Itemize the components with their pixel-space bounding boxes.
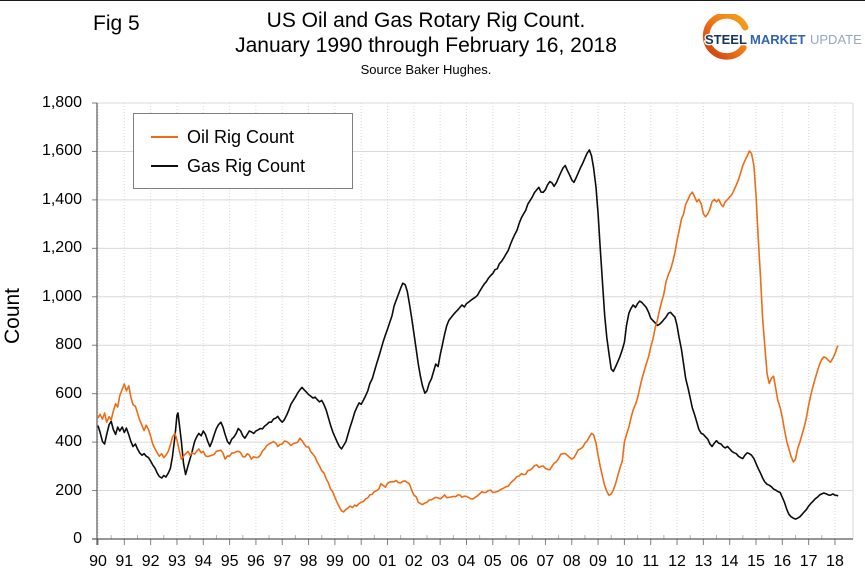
x-tick-label: 00 xyxy=(352,553,371,570)
x-tick-label: 93 xyxy=(168,553,186,570)
x-tick-label: 09 xyxy=(589,553,607,570)
oil-rig-count-line xyxy=(97,150,839,513)
gas-line-swatch-icon xyxy=(151,164,178,167)
logo-swoosh-icon xyxy=(702,14,749,60)
figure-number-label: Fig 5 xyxy=(93,12,140,35)
x-tick-label: 16 xyxy=(773,553,792,570)
x-tick-label: 01 xyxy=(378,553,397,570)
x-tick-label: 04 xyxy=(457,553,476,570)
x-tick-label: 08 xyxy=(562,553,581,570)
x-tick-label: 14 xyxy=(720,553,739,570)
y-tick-label: 1,400 xyxy=(41,190,82,208)
x-tick-label: 95 xyxy=(220,553,239,570)
y-tick-label: 1,800 xyxy=(41,94,82,111)
x-tick-label: 07 xyxy=(536,553,555,570)
logo-word-market: MARKET xyxy=(750,32,806,47)
chart-title-line2: January 1990 through February 16, 2018 xyxy=(235,34,617,57)
x-tick-label: 05 xyxy=(483,553,502,570)
x-tick-label: 10 xyxy=(615,553,634,570)
y-tick-label: 1,200 xyxy=(41,239,82,257)
legend-label-oil: Oil Rig Count xyxy=(187,126,295,147)
y-tick-label: 800 xyxy=(55,336,82,354)
source-note: Source Baker Hughes. xyxy=(360,62,492,77)
x-tick-label: 90 xyxy=(89,553,107,570)
x-tick-label: 96 xyxy=(247,553,265,570)
x-axis-tick-labels: 90 91 92 93 94 95 96 97 98 99 00 01 02 03 04 05 06 07 08 09… xyxy=(89,552,865,574)
x-tick-label: 99 xyxy=(325,553,344,570)
chart-legend: Oil Rig Count Gas Rig Count xyxy=(133,113,353,189)
oil-line-swatch-icon xyxy=(151,135,178,138)
x-tick-label: 17 xyxy=(799,553,818,570)
legend-item-oil: Oil Rig Count xyxy=(134,126,352,148)
y-axis-tick-labels: 0 200 400 600 800 1,000 1,200 1,400 1,600 1,800 xyxy=(0,94,82,563)
x-tick-label: 03 xyxy=(431,553,450,570)
x-tick-label: 94 xyxy=(194,553,213,570)
logo-word-update: UPDATE xyxy=(810,32,862,47)
x-tick-label: 06 xyxy=(510,553,528,570)
x-tick-label: 97 xyxy=(273,553,292,570)
legend-item-gas: Gas Rig Count xyxy=(134,155,352,177)
y-tick-label: 200 xyxy=(55,481,82,499)
legend-label-gas: Gas Rig Count xyxy=(187,155,306,176)
y-tick-label: 0 xyxy=(73,530,82,547)
steel-market-update-logo: STEEL MARKET UPDATE xyxy=(702,14,862,60)
chart-title-line1: US Oil and Gas Rotary Rig Count. xyxy=(266,9,586,32)
x-tick-label: 12 xyxy=(668,553,686,570)
x-tick-label: 18 xyxy=(826,553,844,570)
x-tick-label: 13 xyxy=(694,553,713,570)
y-tick-label: 400 xyxy=(55,433,82,451)
x-tick-label: 02 xyxy=(404,553,423,570)
x-tick-label: 11 xyxy=(642,553,660,570)
x-tick-label: 15 xyxy=(747,553,765,570)
y-tick-label: 1,600 xyxy=(41,142,82,160)
y-tick-label: 600 xyxy=(55,384,82,402)
y-tick-label: 1,000 xyxy=(41,287,82,305)
x-tick-label: 92 xyxy=(141,553,160,570)
gas-rig-count-line xyxy=(97,149,839,520)
x-tick-label: 98 xyxy=(299,553,318,570)
logo-word-steel: STEEL xyxy=(705,32,747,47)
x-tick-label: 91 xyxy=(115,553,134,570)
